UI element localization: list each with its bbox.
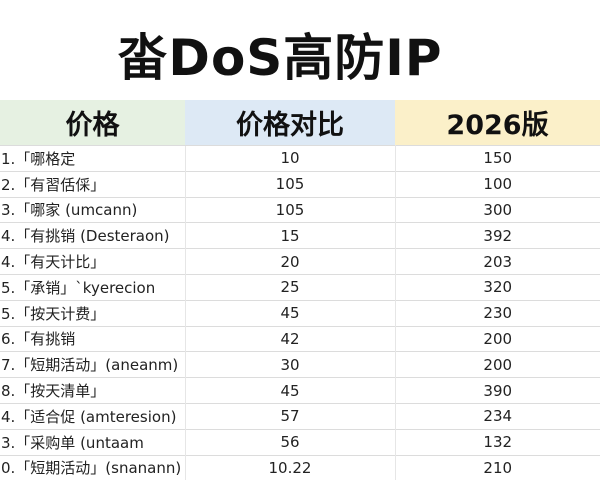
table-cell: 132	[395, 428, 600, 456]
table-cell: 7.「短期活动」(aneanm)	[0, 351, 185, 378]
table-cell: 0.「短期活动」(snanann)	[0, 454, 185, 481]
header-cell: 价格	[0, 100, 185, 146]
table-cell: 203	[395, 248, 600, 275]
table-row: 4.「有天计比」 20 203	[0, 248, 600, 275]
table-cell: 6.「有挑销	[0, 325, 185, 352]
table-row: 3.「哪家 (umcann) 105 300	[0, 196, 600, 223]
table-cell: 3.「采购单 (untaam	[0, 428, 185, 456]
table-cell: 210	[395, 454, 600, 481]
table-cell: 15	[184, 222, 396, 249]
table-cell: 5.「按天计费」	[0, 299, 185, 327]
table-row: 0.「短期活动」(snanann) 10.22 210	[0, 454, 600, 481]
table-cell: 230	[395, 299, 600, 327]
table-cell: 200	[395, 325, 600, 352]
table-row: 4.「适合促 (amteresion) 57 234	[0, 402, 600, 430]
table-cell: 5.「承销」`kyerecion	[0, 273, 185, 301]
table-row: 5.「按天计费」 45 230	[0, 299, 600, 327]
header-row: 价格 价格对比 2026版	[0, 100, 600, 146]
table-row: 5.「承销」`kyerecion 25 320	[0, 273, 600, 301]
table-cell: 300	[395, 196, 600, 223]
table-row: 4.「有挑销 (Desteraon) 15 392	[0, 222, 600, 249]
price-table: 价格 价格对比 2026版 1.「哪格定 10 150 2.「有習佸倸」 105 100 3.「…	[0, 100, 600, 481]
table-cell: 42	[184, 325, 396, 352]
table-cell: 4.「有挑销 (Desteraon)	[0, 222, 185, 249]
table-cell: 320	[395, 273, 600, 301]
table-cell: 150	[395, 145, 600, 172]
table-row: 7.「短期活动」(aneanm) 30 200	[0, 351, 600, 378]
table-row: 6.「有挑销 42 200	[0, 325, 600, 352]
title: 畓DoS高防IP	[117, 29, 443, 87]
table-cell: 100	[395, 170, 600, 198]
table-cell: 30	[184, 351, 396, 378]
table-cell: 105	[184, 196, 396, 223]
table-row: 3.「采购单 (untaam 56 132	[0, 428, 600, 456]
table-cell: 2.「有習佸倸」	[0, 170, 185, 198]
table-row: 8.「按天清单」 45 390	[0, 377, 600, 404]
table-cell: 56	[184, 428, 396, 456]
table-row: 2.「有習佸倸」 105 100	[0, 170, 600, 198]
table-cell: 392	[395, 222, 600, 249]
table-cell: 10	[184, 145, 396, 172]
table-cell: 45	[184, 377, 396, 404]
header-cell: 价格对比	[185, 100, 395, 146]
table-cell: 234	[395, 402, 600, 430]
header-cell: 2026版	[395, 100, 600, 146]
table-cell: 4.「适合促 (amteresion)	[0, 402, 185, 430]
table-cell: 57	[184, 402, 396, 430]
table-cell: 25	[184, 273, 396, 301]
table-row: 1.「哪格定 10 150	[0, 145, 600, 172]
table-cell: 45	[184, 299, 396, 327]
table-cell: 200	[395, 351, 600, 378]
table-cell: 390	[395, 377, 600, 404]
table-cell: 20	[184, 248, 396, 275]
table-cell: 4.「有天计比」	[0, 248, 185, 275]
table-cell: 3.「哪家 (umcann)	[0, 196, 185, 223]
table-body: 1.「哪格定 10 150 2.「有習佸倸」 105 100 3.「哪家 (umcann) 1…	[0, 145, 600, 481]
table-cell: 1.「哪格定	[0, 145, 185, 172]
table-cell: 105	[184, 170, 396, 198]
table-cell: 8.「按天清单」	[0, 377, 185, 404]
table-cell: 10.22	[184, 454, 396, 481]
